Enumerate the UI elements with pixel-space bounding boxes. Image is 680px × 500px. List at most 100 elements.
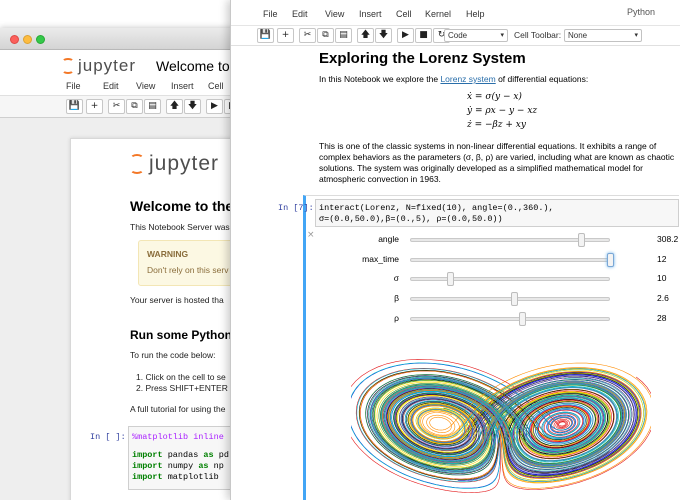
step-2: 2. Press SHIFT+ENTER [136,383,228,393]
intro-text: of differential equations: [495,74,589,84]
notebook-title[interactable]: Welcome to P [156,58,243,74]
slider-handle[interactable] [511,292,518,306]
chevron-down-icon: ▾ [634,31,638,39]
description-line: complex behaviors as the parameters (σ, … [319,152,675,162]
back-header [0,50,236,78]
kernel-name[interactable]: Python [627,7,656,17]
front-toolbar: 💾 + ✂ ⧉ ▤ 🡅 🡇 ▶ ■ ↻ Code ▾ Cell Toolbar:… [231,26,680,46]
cut-icon[interactable]: ✂ [299,28,316,43]
step-1: 1. Click on the cell to se [136,372,226,382]
run-icon[interactable]: ▶ [206,99,223,114]
arrow-down-icon[interactable]: 🡇 [375,28,392,43]
menu-view[interactable]: View [325,9,345,19]
slider-value: 28 [657,313,667,323]
jupyter-logo[interactable]: jupyter [62,56,136,76]
close-window-button[interactable] [10,35,19,44]
window-titlebar[interactable] [0,28,235,50]
cell-toolbar-value: None [568,31,588,40]
run-text: To run the code below: [130,350,216,360]
page-jupyter-logo: jupyter [130,152,219,176]
menu-insert[interactable]: Insert [171,81,194,91]
run-python-heading: Run some Python c [130,328,243,342]
slider-beta[interactable]: β 2.6 [315,292,675,306]
cell-type-value: Code [448,31,468,40]
back-code-cell[interactable]: %matplotlib inline import pandas as pd i… [128,426,248,490]
copy-icon[interactable]: ⧉ [126,99,143,114]
menu-kernel[interactable]: Kernel [425,9,452,19]
paste-icon[interactable]: ▤ [335,28,352,43]
minimize-window-button[interactable] [23,35,32,44]
paste-icon[interactable]: ▤ [144,99,161,114]
slider-handle[interactable] [519,312,526,326]
run-icon[interactable]: ▶ [397,28,414,43]
slider-value: 2.6 [657,293,669,303]
menu-insert[interactable]: Insert [359,9,382,19]
cell-type-select[interactable]: Code ▾ [444,29,508,42]
slider-value: 12 [657,254,667,264]
front-notebook-window[interactable]: File Edit View Insert Cell Kernel Help P… [230,0,680,500]
slider-handle[interactable] [447,272,454,286]
arrow-up-icon[interactable]: 🡅 [166,99,183,114]
menu-cell[interactable]: Cell [396,9,412,19]
menu-help[interactable]: Help [466,9,485,19]
equation-y: ẏ = ρx − y − xz [467,106,538,116]
cell-toolbar-select[interactable]: None ▾ [564,29,642,42]
menu-file[interactable]: File [66,81,81,91]
slider-handle[interactable] [607,253,614,267]
menu-edit[interactable]: Edit [292,9,308,19]
code-line: σ=(0.0,50.0),β=(0.,5), ρ=(0.0,50.0)) [319,214,503,224]
slider-rho[interactable]: ρ 28 [315,312,675,326]
slider-value: 10 [657,273,667,283]
intro-text: In this Notebook we explore the [319,74,441,84]
arrow-up-icon[interactable]: 🡅 [357,28,374,43]
code-line: import matplotlib [132,472,219,482]
slider-track[interactable] [410,233,610,247]
page-jupyter-logo-text: jupyter [149,152,220,175]
slider-track[interactable] [410,292,610,306]
menu-edit[interactable]: Edit [103,81,119,91]
trajectory-line [351,358,651,493]
back-menubar: File Edit View Insert Cell [0,78,236,96]
menu-file[interactable]: File [263,9,278,19]
save-icon[interactable]: 💾 [257,28,274,43]
jupyter-logo-icon [130,154,144,174]
save-icon[interactable]: 💾 [66,99,83,114]
cut-icon[interactable]: ✂ [108,99,125,114]
description-line: atmospheric convection in 1963. [319,174,441,184]
welcome-heading: Welcome to the [130,198,234,214]
code-line: %matplotlib inline [132,432,224,442]
cell-toolbar-label: Cell Toolbar: [514,30,562,40]
menu-view[interactable]: View [136,81,156,91]
zoom-window-button[interactable] [36,35,45,44]
page-title: Exploring the Lorenz System [319,50,526,67]
copy-icon[interactable]: ⧉ [317,28,334,43]
slider-label: σ [393,273,399,283]
warning-text: Don't rely on this serv [147,265,229,275]
slider-label: ρ [394,313,399,323]
front-menubar: File Edit View Insert Cell Kernel Help P… [231,0,680,26]
lorenz-system-link[interactable]: Lorenz system [440,74,496,84]
plus-icon[interactable]: + [277,28,294,43]
tutorial-text: A full tutorial for using the [130,404,226,414]
slider-angle[interactable]: angle 308.2 [315,233,679,247]
menu-cell[interactable]: Cell [208,81,224,91]
plus-icon[interactable]: + [86,99,103,114]
arrow-down-icon[interactable]: 🡇 [184,99,201,114]
close-output-icon[interactable]: × [307,230,315,240]
slider-max-time[interactable]: max_time 12 [315,253,675,267]
slider-track[interactable] [410,272,610,286]
code-editor[interactable]: interact(Lorenz, N=fixed(10), angle=(0.,… [315,199,679,227]
back-cell-prompt: In [ ]: [90,432,126,442]
slider-value: 308.2 [657,234,679,244]
stop-icon[interactable]: ■ [415,28,432,43]
slider-track[interactable] [410,253,614,267]
back-toolbar: 💾 + ✂ ⧉ ▤ 🡅 🡇 ▶ ■ [0,96,241,118]
slider-track[interactable] [410,312,610,326]
slider-handle[interactable] [578,233,586,247]
slider-label: max_time [362,254,399,264]
equation-z: ż = −βz + xy [467,120,526,130]
intro-paragraph: In this Notebook we explore the Lorenz s… [319,74,588,84]
slider-label: angle [378,234,399,244]
trajectory-line [368,368,646,482]
slider-sigma[interactable]: σ 10 [315,272,675,286]
